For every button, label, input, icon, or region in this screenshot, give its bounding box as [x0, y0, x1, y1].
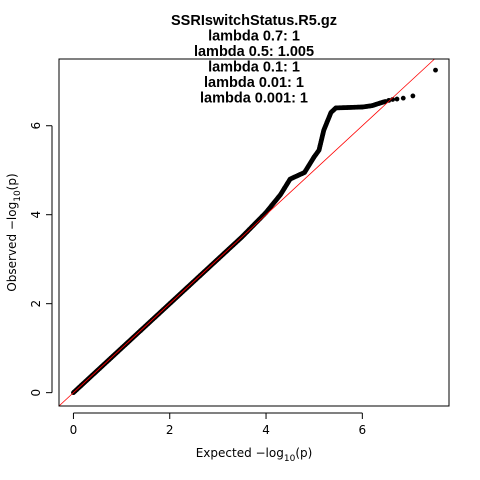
- title-line: lambda 0.001: 1: [200, 91, 308, 107]
- x-axis: 0 2 4 6: [70, 412, 367, 437]
- y-tick-label: 2: [29, 300, 43, 308]
- plot-frame: [58, 58, 450, 407]
- reference-line: [58, 58, 435, 407]
- data-point: [386, 97, 392, 103]
- title-line: lambda 0.01: 1: [204, 75, 304, 91]
- y-axis-label: Observed −log10(p): [5, 173, 23, 291]
- x-tick-label: 2: [166, 423, 174, 437]
- x-tick-label: 4: [262, 423, 270, 437]
- x-tick-label: 0: [70, 423, 78, 437]
- y-tick-label: 0: [29, 389, 43, 397]
- title-line: lambda 0.7: 1: [208, 29, 300, 45]
- x-tick-label: 6: [359, 423, 367, 437]
- title-line: lambda 0.5: 1.005: [194, 44, 314, 60]
- title-line: SSRIswitchStatus.R5.gz: [171, 13, 337, 29]
- data-point: [400, 95, 406, 101]
- y-tick-label: 6: [29, 122, 43, 130]
- data-point: [410, 93, 416, 99]
- data-point: [433, 67, 438, 73]
- y-tick-label: 4: [29, 211, 43, 219]
- title-line: lambda 0.1: 1: [208, 60, 300, 76]
- data-point: [394, 96, 400, 102]
- data-points: [71, 67, 438, 396]
- x-axis-label: Expected −log10(p): [196, 446, 313, 464]
- y-axis: 0 2 4 6: [29, 122, 53, 397]
